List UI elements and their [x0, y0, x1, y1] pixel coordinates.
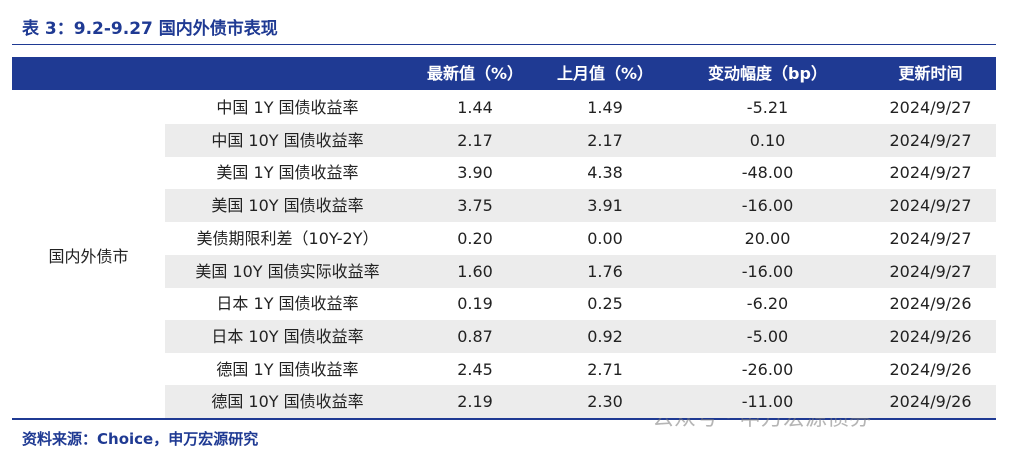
- row-label: 德国 10Y 国债收益率: [211, 392, 364, 412]
- cell: 2024/9/27: [889, 261, 972, 281]
- header-row: [12, 57, 996, 90]
- cell: -16.00: [741, 261, 794, 281]
- cell: 0.92: [587, 326, 623, 346]
- cell: 0.19: [457, 294, 493, 314]
- cell: 3.91: [587, 196, 623, 216]
- cell: 2024/9/27: [889, 163, 972, 183]
- cell: 2024/9/26: [889, 326, 972, 346]
- row-label: 日本 10Y 国债收益率: [211, 326, 364, 346]
- cell: 2.30: [587, 392, 623, 412]
- row-label: 美国 10Y 国债实际收益率: [195, 261, 380, 281]
- cell: 2024/9/26: [889, 392, 972, 412]
- column-header: 最新值（%）: [426, 64, 524, 83]
- cell: 2.19: [457, 392, 493, 412]
- cell: 3.75: [457, 196, 493, 216]
- row-label: 美国 10Y 国债收益率: [211, 196, 364, 216]
- column-header: 上月值（%）: [556, 64, 654, 83]
- cell: 2.45: [457, 359, 493, 379]
- cell: -11.00: [741, 392, 794, 412]
- cell: 0.25: [587, 294, 623, 314]
- row-label: 德国 1Y 国债收益率: [216, 359, 359, 379]
- cell: 1.76: [587, 261, 623, 281]
- cell: 2.71: [587, 359, 623, 379]
- cell: 2024/9/27: [889, 228, 972, 248]
- cell: 3.90: [457, 163, 493, 183]
- cell: 2024/9/27: [889, 196, 972, 216]
- row-label: 中国 1Y 国债收益率: [216, 98, 359, 117]
- cell: 2024/9/26: [889, 359, 972, 379]
- row-band: [165, 254, 996, 288]
- cell: -6.20: [746, 294, 789, 314]
- cell: 1.44: [457, 98, 493, 117]
- row-label: 中国 10Y 国债收益率: [211, 130, 364, 150]
- cell: 2024/9/26: [889, 294, 972, 314]
- cell: 4.38: [587, 163, 623, 183]
- row-band: [165, 385, 996, 419]
- row-band: [165, 189, 996, 223]
- cell: 0.87: [457, 326, 493, 346]
- title: 表 3：9.2-9.27 国内外债市表现: [22, 19, 278, 39]
- row-label: 美国 1Y 国债收益率: [216, 163, 359, 183]
- cell: -48.00: [741, 163, 794, 183]
- cell: 2024/9/27: [889, 130, 972, 150]
- cell: 1.49: [587, 98, 623, 117]
- cell: 0.20: [457, 228, 493, 248]
- column-header: 变动幅度（bp）: [708, 64, 827, 83]
- cell: 2.17: [457, 130, 493, 150]
- cell: -16.00: [741, 196, 794, 216]
- cell: -26.00: [741, 359, 794, 379]
- group-label: 国内外债市: [48, 246, 129, 266]
- cell: -5.21: [746, 98, 789, 117]
- row-band: [165, 319, 996, 353]
- row-band: [165, 123, 996, 157]
- bottom-rule: [12, 418, 996, 420]
- cell: 20.00: [744, 228, 791, 248]
- row-label: 美债期限利差（10Y-2Y）: [196, 228, 379, 248]
- source: 资料来源：Choice，申万宏源研究: [22, 430, 259, 448]
- title-rule: [12, 44, 996, 45]
- row-label: 日本 1Y 国债收益率: [216, 294, 359, 314]
- cell: 2.17: [587, 130, 623, 150]
- cell: 2024/9/27: [889, 98, 972, 117]
- cell: -5.00: [746, 326, 789, 346]
- column-header: 更新时间: [898, 64, 963, 83]
- cell: 0.10: [749, 130, 786, 150]
- cell: 0.00: [587, 228, 623, 248]
- cell: 1.60: [457, 261, 493, 281]
